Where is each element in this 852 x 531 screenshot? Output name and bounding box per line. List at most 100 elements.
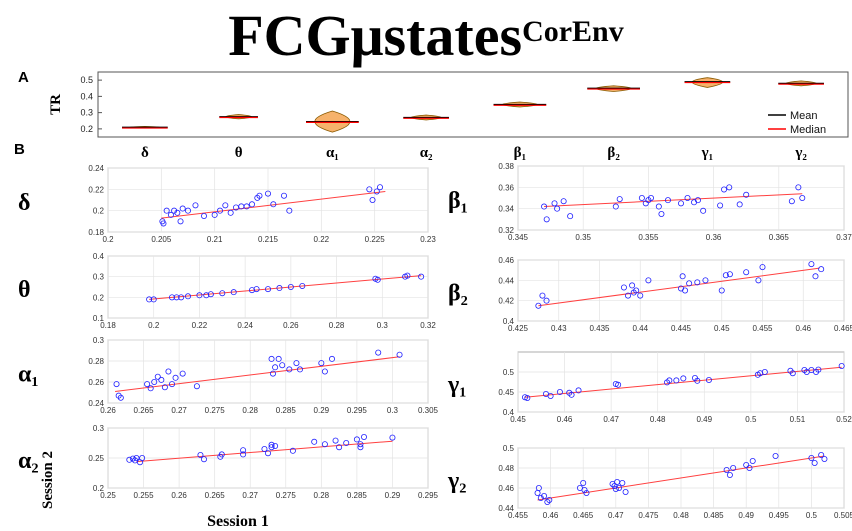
x-tick-label: 0.26 [283,321,299,330]
data-point [261,445,268,452]
data-point [633,287,640,294]
data-point [789,370,796,377]
x-tick-label: 0.445 [671,324,692,333]
regression-line [524,366,842,398]
data-point [622,488,629,495]
data-point [113,381,120,388]
data-point [168,294,175,301]
data-point [678,200,685,207]
band-label: γ₂ [447,468,466,494]
y-tick-label: 0.25 [88,454,104,463]
data-point [620,284,627,291]
regression-line [544,193,803,208]
data-point [193,383,200,390]
data-point [200,456,207,463]
data-point [353,436,360,443]
x-tick-label: 0.45 [714,324,730,333]
violin-category-label: β₁ [514,145,526,161]
x-tick-label: 0.215 [258,235,279,244]
regression-line [161,190,386,219]
violin-y-tick-label: 0.5 [80,75,93,85]
data-point [158,376,165,383]
violin-plot-frame [97,71,849,138]
data-point [117,394,124,401]
data-point [684,194,691,201]
band-label: γ₁ [447,372,466,398]
x-tick-label: 0.49 [696,415,712,424]
data-point [655,203,662,210]
x-tick-label: 0.3 [377,321,389,330]
data-point [726,184,733,191]
data-point [163,207,170,214]
y-tick-label: 0.4 [93,252,105,261]
regression-line [149,275,422,300]
data-point [694,279,701,286]
panel-label-a: A [18,69,29,86]
data-point [179,370,186,377]
data-point [694,197,701,204]
data-point [280,192,287,199]
data-point [551,200,558,207]
data-point [723,466,730,473]
data-point [619,479,626,486]
data-point [269,370,276,377]
data-point [795,184,802,191]
data-point [818,266,825,273]
x-tick-label: 0.44 [632,324,648,333]
x-tick-label: 0.225 [365,235,386,244]
x-tick-label: 0.465 [834,324,852,333]
y-tick-label: 0.44 [498,504,514,513]
data-point [133,454,140,461]
data-point [311,438,318,445]
data-point [254,194,261,201]
y-tick-label: 0.42 [498,297,514,306]
data-point [328,355,335,362]
x-tick-label: 0.36 [706,233,722,242]
data-point [638,194,645,201]
data-point [815,366,822,373]
data-point [144,381,151,388]
data-point [369,196,376,203]
data-point [743,191,750,198]
data-point [115,392,122,399]
data-point [694,377,701,384]
x-tick-label: 0.28 [329,321,345,330]
data-point [289,447,296,454]
data-point [629,282,636,289]
data-point [264,286,271,293]
band-label: α₁ [18,362,39,388]
data-point [230,289,237,296]
data-point [743,269,750,276]
data-point [287,283,294,290]
data-point [700,207,707,214]
data-point [746,464,753,471]
x-tick-label: 0.285 [347,491,368,500]
data-point [808,261,815,268]
x-tick-label: 0.255 [134,491,155,500]
scatter-frame [107,339,429,404]
data-point [645,277,652,284]
data-point [343,439,350,446]
x-tick-label: 0.485 [704,511,725,520]
data-point [168,381,175,388]
data-point [743,461,750,468]
data-point [219,290,226,297]
data-point [177,218,184,225]
y-tick-label: 0.2 [93,293,105,302]
data-point [293,360,300,367]
x-tick-label: 0.455 [752,324,773,333]
x-tick-label: 0.2 [102,235,114,244]
data-point [389,434,396,441]
data-point [761,368,768,375]
x-tick-label: 0.365 [769,233,790,242]
data-point [838,362,845,369]
y-tick-label: 0.22 [88,185,104,194]
data-point [673,377,680,384]
data-point [612,203,619,210]
data-point [276,285,283,292]
y-tick-label: 0.24 [88,399,104,408]
data-point [200,212,207,219]
data-point [583,489,590,496]
x-tick-label: 0.285 [276,406,297,415]
y-tick-label: 0.3 [93,424,105,433]
